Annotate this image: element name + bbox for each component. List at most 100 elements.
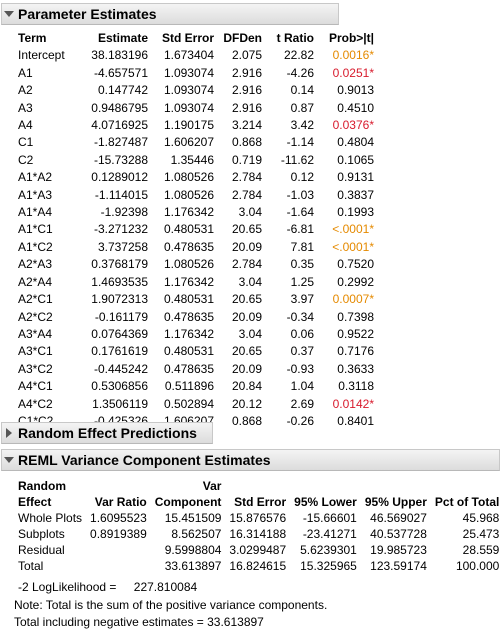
negative-estimates-value: 33.613897 — [207, 615, 264, 629]
col-header-t-ratio: t Ratio — [276, 31, 314, 45]
dfden-cell: 3.04 — [238, 205, 262, 220]
prob-cell: 0.0376* — [332, 118, 374, 133]
disclosure-open-icon[interactable] — [2, 11, 16, 17]
var-component-cell: 9.5998804 — [164, 543, 222, 557]
col-header-prob: Prob>|t| — [328, 31, 374, 45]
term-cell: A2 — [18, 83, 33, 98]
prob-cell: 0.7398 — [337, 309, 374, 324]
term-cell: A1*A2 — [18, 170, 53, 185]
disclosure-closed-icon[interactable] — [2, 428, 16, 438]
std-error-cell: 0.480531 — [163, 292, 214, 307]
col-header-top — [290, 478, 361, 494]
var-component-cell: 33.613897 — [164, 559, 222, 573]
t-ratio-cell: -0.93 — [286, 361, 314, 376]
estimate-cell: 0.147742 — [97, 83, 148, 98]
dfden-cell: 2.075 — [231, 48, 262, 63]
estimate-cell: -3.271232 — [93, 222, 148, 237]
parameter-estimates-outline[interactable]: Parameter Estimates — [1, 3, 339, 25]
col-header-top — [361, 478, 431, 494]
term-cell: A1 — [18, 65, 33, 80]
t-ratio-cell: 3.42 — [290, 118, 314, 133]
table-row: A3*C2 -0.445242 0.478635 20.09 -0.93 0.3633 — [14, 361, 378, 378]
upper-cell: 19.985723 — [370, 543, 427, 557]
prob-cell: 0.7520 — [337, 257, 374, 272]
std-error-cell: 1.093074 — [163, 83, 214, 98]
col-header-top — [225, 478, 290, 494]
term-cell: A3*A4 — [18, 326, 53, 341]
prob-cell: 0.9131 — [337, 170, 374, 185]
estimate-cell: -4.657571 — [93, 65, 148, 80]
dfden-cell: 20.84 — [231, 379, 262, 394]
dfden-cell: 20.65 — [231, 344, 262, 359]
term-cell: C2 — [18, 152, 34, 167]
std-error-cell: 15.876576 — [229, 511, 287, 525]
reml-outline[interactable]: REML Variance Component Estimates — [1, 449, 500, 471]
t-ratio-cell: -0.34 — [286, 309, 314, 324]
estimate-cell: 1.9072313 — [91, 292, 148, 307]
loglikelihood-value: 227.810084 — [133, 580, 198, 594]
estimate-cell: 1.4693535 — [91, 274, 148, 289]
estimate-cell: 0.3768179 — [91, 257, 148, 272]
std-error-cell: 0.478635 — [163, 239, 214, 254]
prob-cell: 0.7176 — [337, 344, 374, 359]
col-header-dfden: DFDen — [223, 31, 262, 45]
prob-cell: <.0001* — [332, 222, 374, 237]
std-error-cell: 1.35446 — [170, 152, 214, 167]
lower-cell: -23.41271 — [302, 527, 357, 541]
estimate-cell: 0.0764369 — [91, 326, 148, 341]
table-row: A3 0.9486795 1.093074 2.916 0.87 0.4510 — [14, 100, 378, 117]
col-header-top: Var — [202, 479, 222, 493]
estimate-cell: 1.3506119 — [92, 396, 148, 411]
std-error-cell: 0.480531 — [163, 222, 214, 237]
t-ratio-cell: -6.81 — [286, 222, 314, 237]
negative-estimates-label: Total including negative estimates = — [14, 615, 204, 629]
lower-cell: -15.66601 — [302, 511, 357, 525]
estimate-cell: -15.73288 — [93, 152, 148, 167]
col-header-top — [431, 478, 501, 494]
table-row: A2*A4 1.4693535 1.176342 3.04 1.25 0.2992 — [14, 274, 378, 291]
random-effect-predictions-outline[interactable]: Random Effect Predictions — [1, 422, 213, 444]
disclosure-open-icon[interactable] — [2, 457, 16, 463]
std-error-cell: 0.478635 — [163, 361, 214, 376]
std-error-cell: 3.0299487 — [229, 543, 287, 557]
term-cell: C1 — [18, 135, 34, 150]
pct-cell: 25.473 — [462, 527, 500, 541]
var-component-cell: 8.562507 — [171, 527, 222, 541]
t-ratio-cell: -1.03 — [286, 187, 314, 202]
estimate-cell: 0.1289012 — [91, 170, 148, 185]
col-header-pct-total: Pct of Total — [434, 495, 500, 509]
dfden-cell: 20.65 — [231, 292, 262, 307]
col-header-95-lower: 95% Lower — [294, 495, 357, 509]
estimate-cell: 3.737258 — [97, 239, 148, 254]
std-error-cell: 1.080526 — [163, 187, 214, 202]
estimate-cell: -1.92398 — [100, 205, 148, 220]
prob-cell: 0.4510 — [337, 100, 374, 115]
std-error-cell: 0.478635 — [163, 309, 214, 324]
std-error-cell: 1.673404 — [163, 48, 214, 63]
col-header-top — [86, 478, 151, 494]
dfden-cell: 2.916 — [231, 65, 262, 80]
std-error-cell: 1.176342 — [163, 205, 214, 220]
std-error-cell: 1.093074 — [163, 65, 214, 80]
estimate-cell: 0.9486795 — [91, 100, 148, 115]
term-cell: A2*A3 — [18, 257, 53, 272]
var-component-cell: 15.451509 — [164, 511, 222, 525]
col-header-effect: Effect — [18, 495, 52, 509]
prob-cell: 0.9013 — [337, 83, 374, 98]
estimate-cell: -0.161179 — [94, 309, 148, 324]
dfden-cell: 20.09 — [231, 239, 262, 254]
estimate-cell: 0.1761619 — [91, 344, 148, 359]
reml-note: Note: Total is the sum of the positive v… — [14, 598, 328, 612]
table-row: Residual 9.5998804 3.0299487 5.6239301 19.98… — [14, 542, 501, 558]
prob-cell: 0.0007* — [332, 292, 374, 307]
estimate-cell: -1.114015 — [94, 187, 148, 202]
t-ratio-cell: -11.62 — [280, 152, 314, 167]
table-row: A4*C1 0.5306856 0.511896 20.84 1.04 0.3118 — [14, 378, 378, 395]
table-row: A2 0.147742 1.093074 2.916 0.14 0.9013 — [14, 82, 378, 99]
dfden-cell: 0.868 — [231, 413, 262, 428]
table-row: A1 -4.657571 1.093074 2.916 -4.26 0.0251* — [14, 65, 378, 82]
term-cell: A1*C1 — [18, 222, 53, 237]
t-ratio-cell: 0.14 — [290, 83, 314, 98]
col-header-top: Random — [18, 479, 66, 493]
table-row: A4*C2 1.3506119 0.502894 20.12 2.69 0.0142* — [14, 396, 378, 413]
